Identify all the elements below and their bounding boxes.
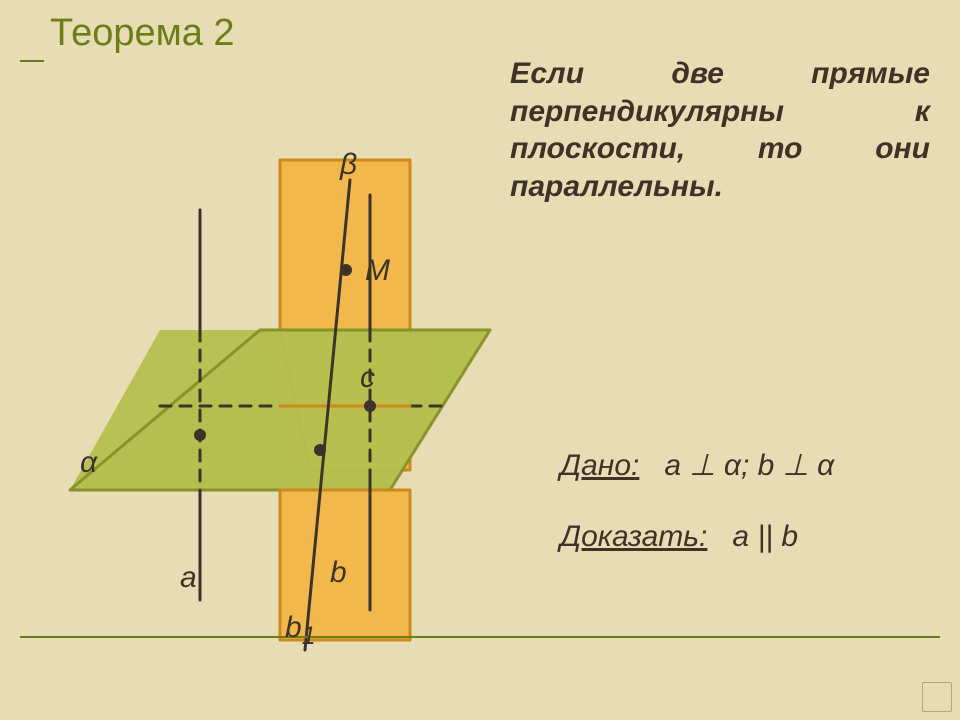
geometry-diagram bbox=[30, 150, 530, 710]
given-expr: a ⊥ α; b ⊥ α bbox=[664, 449, 834, 482]
diagram-label-b: b bbox=[330, 556, 347, 590]
top-rule bbox=[20, 60, 44, 62]
given-line: Дано: a ⊥ α; b ⊥ α bbox=[560, 448, 834, 483]
slide-title: Теорема 2 bbox=[50, 12, 235, 55]
diagram-label-alpha: α bbox=[80, 446, 97, 480]
prove-label: Доказать: bbox=[560, 520, 707, 553]
theorem-statement: Если две прямые перпендикулярны к плоско… bbox=[510, 55, 930, 205]
prove-line: Доказать: a || b bbox=[560, 520, 798, 554]
prove-expr: a || b bbox=[732, 520, 798, 553]
given-label: Дано: bbox=[560, 449, 639, 482]
bottom-rule bbox=[20, 636, 940, 638]
diagram-label-a: a bbox=[180, 561, 197, 595]
diagram-label-M: M bbox=[365, 254, 390, 288]
diagram-label-c: c bbox=[360, 361, 375, 395]
diagram-label-beta: β bbox=[340, 148, 357, 182]
next-slide-button[interactable] bbox=[922, 682, 952, 712]
diagram-label-b1: b1 bbox=[285, 611, 316, 651]
